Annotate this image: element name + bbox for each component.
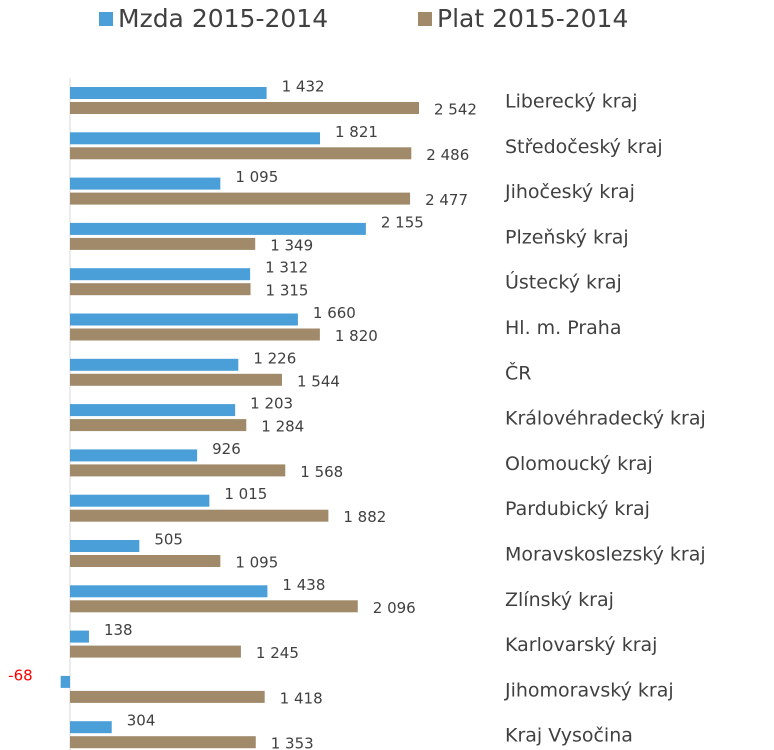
value-label: 1 095 (235, 554, 278, 572)
bar (70, 721, 112, 734)
bar (70, 192, 411, 205)
value-label: 1 312 (265, 259, 308, 277)
legend-label: Plat 2015-2014 (437, 4, 628, 33)
category-label: Hl. m. Praha (505, 317, 622, 339)
value-label: 2 155 (381, 213, 424, 231)
value-label: 1 015 (224, 485, 267, 503)
category-label: Ústecký kraj (505, 270, 622, 294)
bar (70, 132, 321, 145)
category-label: Středočeský kraj (505, 136, 663, 158)
bar (70, 373, 282, 386)
value-label: 1 821 (335, 123, 378, 141)
bar (70, 449, 198, 462)
category-label: Karlovarský kraj (505, 634, 657, 656)
value-label: 505 (154, 531, 183, 549)
value-label: 2 542 (434, 101, 477, 119)
bar (70, 494, 210, 507)
category-label: Plzeňský kraj (505, 226, 629, 248)
value-label: 926 (212, 440, 241, 458)
legend-label: Mzda 2015-2014 (118, 4, 328, 33)
category-label: Pardubický kraj (505, 498, 650, 520)
bar (70, 102, 419, 114)
value-label: 2 477 (425, 191, 468, 209)
value-label: -68 (8, 666, 33, 684)
category-label: ČR (505, 360, 531, 384)
bar (70, 328, 320, 341)
value-label: 1 095 (235, 168, 278, 186)
value-label: 2 486 (426, 146, 469, 164)
bar (70, 555, 221, 567)
category-label: Zlínský kraj (505, 589, 614, 611)
value-label: 1 568 (300, 463, 343, 481)
bar (70, 464, 286, 477)
value-label: 1 820 (335, 327, 378, 345)
value-label: 1 432 (282, 78, 325, 96)
value-label: 304 (127, 712, 156, 730)
value-label: 1 245 (256, 644, 299, 662)
category-label: Královéhradecký kraj (505, 408, 706, 430)
value-label: 1 418 (280, 689, 323, 707)
bar (70, 87, 267, 99)
value-label: 1 349 (270, 236, 313, 254)
bar (70, 509, 329, 522)
bar (70, 313, 298, 326)
value-label: 1 353 (271, 735, 314, 750)
bar (70, 540, 140, 552)
value-label: 1 284 (261, 418, 304, 436)
category-label: Jihočeský kraj (504, 181, 635, 203)
legend-swatch (99, 12, 113, 26)
legend-swatch (418, 12, 432, 26)
value-label: 1 226 (253, 349, 296, 367)
bar (70, 237, 256, 250)
bar (70, 736, 256, 749)
bar (70, 358, 239, 371)
bar (60, 675, 70, 688)
bar (70, 645, 241, 658)
bar (70, 147, 412, 160)
value-label: 1 544 (297, 372, 340, 390)
bar (70, 419, 247, 432)
bar (70, 630, 89, 643)
bar (70, 222, 366, 235)
bar (70, 404, 236, 417)
value-label: 1 660 (313, 304, 356, 322)
value-label: 2 096 (373, 599, 416, 617)
value-label: 1 203 (250, 395, 293, 413)
bar (70, 177, 221, 190)
bar (70, 283, 251, 296)
category-label: Kraj Vysočina (505, 725, 633, 747)
bar (70, 690, 265, 703)
category-label: Jihomoravský kraj (504, 679, 674, 701)
bar (70, 600, 358, 613)
value-label: 1 882 (343, 508, 386, 526)
category-label: Liberecký kraj (505, 91, 638, 113)
value-label: 1 438 (282, 576, 325, 594)
category-label: Moravskoslezský kraj (505, 544, 706, 566)
bar (70, 268, 251, 281)
value-label: 1 315 (266, 282, 309, 300)
category-label: Olomoucký kraj (505, 453, 653, 475)
value-label: 138 (104, 621, 133, 639)
bar (70, 585, 268, 598)
